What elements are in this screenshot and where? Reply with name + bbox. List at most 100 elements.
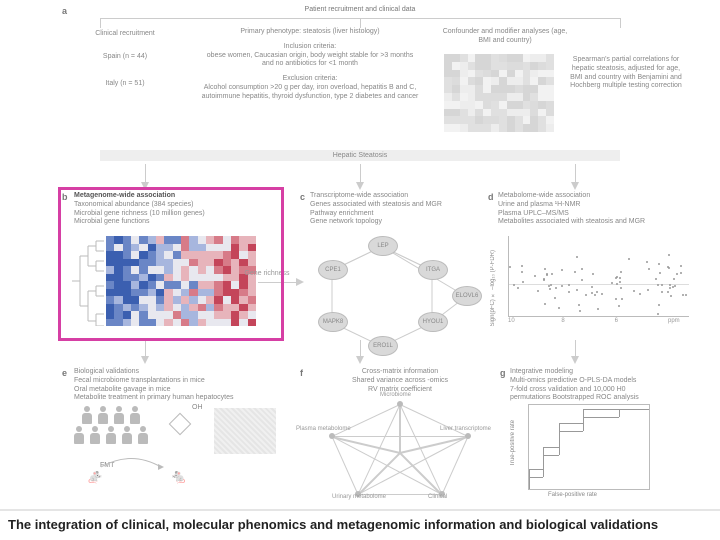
g-line1: Multi-omics predictive O-PLS-DA models [510,377,710,386]
g-line2: 7-fold cross validation and 10,000 H0 [510,386,710,395]
g-line3: permutations Bootstrapped ROC analysis [510,394,710,403]
person-icon [74,426,84,444]
b-line2: Microbial gene richness (10 million gene… [74,210,274,219]
pyramid-label: Microbiome [380,392,440,398]
b-title: Metagenome-wide association [74,192,274,201]
network-node: MAPK8 [318,312,348,332]
g-title: Integrative modeling [510,368,710,377]
person-icon [106,426,116,444]
e-line1: Fecal microbiome transplantations in mic… [74,377,284,386]
g-xlab: False-positive rate [548,492,597,500]
f-line1: Shared variance across -omics [310,377,490,386]
arrow-down-icon [141,356,149,364]
fmt-arrow-icon [96,452,166,472]
e-title: Biological validations [74,368,284,377]
oh-label: OH [192,404,203,413]
d-scatter [508,236,689,317]
pyramid-label: Urinary metabolome [332,494,392,500]
panel-a-left: Clinical recruitment Spain (n = 44) Ital… [70,30,180,88]
c-line2: Pathway enrichment [310,210,490,219]
g-ylab: True-positive rate [510,420,520,466]
g-roc [528,404,650,490]
molecule-icon [169,413,192,436]
network-node: ITGA [418,260,448,280]
a-left-line1: Spain (n = 44) [70,53,180,62]
dendrogram-icon [70,236,104,326]
pyramid-label: Liver transcriptome [440,426,500,432]
arrow-down-icon [571,182,579,190]
divider [360,18,361,28]
network-node: LEP [368,236,398,256]
panel-letter-c: c [300,192,305,202]
panel-e-text: Biological validations Fecal microbiome … [74,368,284,403]
network-node: HYOU1 [418,312,448,332]
a-right-title: Confounder and modifier analyses (age, B… [440,28,570,46]
a-mid-inc: obese women, Caucasian origin, body weig… [200,52,420,70]
panel-a-right: Confounder and modifier analyses (age, B… [440,28,570,46]
e-line3: Metabolite treatment in primary human he… [74,394,284,403]
divider [360,164,361,184]
arrow-down-icon [356,182,364,190]
person-icon [98,406,108,424]
divider [620,18,621,28]
a-right-body: Spearman's partial correlations for hepa… [566,56,686,91]
network-node: ERO1L [368,336,398,356]
d-line2: Plasma UPLC–MS/MS [498,210,698,219]
panel-letter-a: a [62,6,67,16]
panel-letter-b: b [62,192,68,202]
arrow-down-icon [356,356,364,364]
person-icon [114,406,124,424]
person-icon [130,406,140,424]
a-mid-exc-title: Exclusion criteria: [200,75,420,84]
pyramid-label: Clinical [428,494,488,500]
pyramid-label: Plasma metabolome [296,426,356,432]
a-left-title: Clinical recruitment [70,30,180,39]
panel-g-text: Integrative modeling Multi-omics predict… [510,368,710,403]
panel-a-top-header: Patient recruitment and clinical data [80,6,640,15]
f-title: Cross-matrix information [310,368,490,377]
person-icon [82,406,92,424]
panel-a-mid: Primary phenotype: steatosis (liver hist… [200,28,420,101]
panel-letter-e: e [62,368,67,378]
d-xticks: 1086ppm [508,318,688,328]
mouse-icon: 🐁 [170,468,187,485]
f-pyramid: MicrobiomeLiver transcriptomeClinicalUri… [320,398,480,498]
person-icon [90,426,100,444]
d-line1: Urine and plasma ¹H-NMR [498,201,698,210]
a-mid-title: Primary phenotype: steatosis (liver hist… [200,28,420,37]
divider [100,18,101,28]
person-icon [122,426,132,444]
b-line3: Microbial gene functions [74,218,274,227]
hepatocyte-image-placeholder [214,408,276,454]
hepatic-bar: Hepatic Steatosis [100,150,620,161]
d-title: Metabolome-wide association [498,192,698,201]
gene-richness-label: Gene richness [232,270,302,279]
panel-b-text: Metagenome-wide association Taxonomical … [74,192,274,227]
d-line3: Metabolites associated with steatosis an… [498,218,698,227]
panel-c-text: Transcriptome-wide association Genes ass… [310,192,490,227]
a-heatmap [444,54,554,132]
e-line2: Oral metabolite gavage in mice [74,386,284,395]
a-mid-exc: Alcohol consumption >20 g per day, iron … [200,84,420,102]
divider [575,164,576,184]
panel-d-text: Metabolome-wide association Urine and pl… [498,192,698,227]
c-line1: Genes associated with steatosis and MGR [310,201,490,210]
figure-caption: The integration of clinical, molecular p… [0,509,720,540]
d-ylab: Sign(pFC) × –log₁₀ (P-FDR) [490,250,502,327]
network-node: CPE1 [318,260,348,280]
arrow-down-icon [141,182,149,190]
panel-letter-d: d [488,192,494,202]
a-left-line2: Italy (n = 51) [70,80,180,89]
person-icon [138,426,148,444]
b-line1: Taxonomical abundance (384 species) [74,201,274,210]
c-title: Transcriptome-wide association [310,192,490,201]
panel-letter-g: g [500,368,506,378]
c-network: LEPCPE1ITGAELOVL6MAPK8HYOU1ERO1L [300,226,490,344]
figure-root: a Patient recruitment and clinical data … [0,0,720,508]
network-node: ELOVL6 [452,286,482,306]
panel-letter-f: f [300,368,303,378]
arrow-down-icon [571,356,579,364]
b-heatmap [106,236,256,326]
panel-f-text: Cross-matrix information Shared variance… [310,368,490,394]
divider [145,164,146,184]
